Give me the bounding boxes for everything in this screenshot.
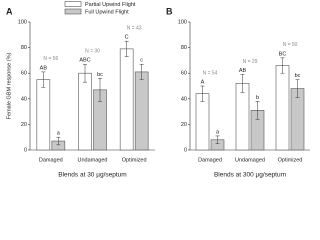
legend-swatch <box>64 1 82 7</box>
significance-letter: ABC <box>79 58 90 64</box>
bar <box>195 93 210 151</box>
y-tick-label: 20 <box>21 122 27 128</box>
x-tick-label: Damaged <box>39 157 63 163</box>
x-tick-label: Undamaged <box>235 157 265 163</box>
figure: Partial Upwind Flight Full Upwind Flight… <box>6 1 310 179</box>
bar <box>78 72 92 151</box>
error-bar <box>124 40 129 57</box>
significance-letter: bc <box>295 73 301 79</box>
y-tick-label: 0 <box>184 147 187 153</box>
x-tick-label: Optimized <box>122 157 147 163</box>
y-tick-label: 20 <box>181 122 187 128</box>
n-label: N = 56 <box>43 56 58 62</box>
y-axis-label: Female GBM response (%) <box>6 53 12 120</box>
bar <box>275 65 290 151</box>
legend-label: Partial Upwind Flight <box>85 2 136 8</box>
n-label: N = 50 <box>283 42 298 48</box>
y-tick-label: 60 <box>21 71 27 77</box>
error-bar <box>280 57 285 74</box>
x-tick-label: Damaged <box>198 157 222 163</box>
panel-title: B <box>166 6 173 16</box>
error-bar <box>83 63 87 83</box>
bar <box>119 48 134 151</box>
panel-title: A <box>6 6 13 16</box>
significance-letter: a <box>57 131 61 137</box>
y-tick-label: 100 <box>178 19 187 25</box>
y-tick-label: 100 <box>18 19 27 25</box>
x-axis-label: Blends at 30 µg/septum <box>58 172 126 179</box>
y-tick-label: 60 <box>181 71 187 77</box>
significance-letter: c <box>140 58 143 64</box>
error-bar <box>56 136 61 146</box>
y-tick-label: 0 <box>24 147 27 153</box>
bar <box>36 79 51 151</box>
significance-letter: C <box>125 35 129 41</box>
significance-letter: AB <box>239 68 247 74</box>
x-axis-label: Blends at 300 µg/septum <box>214 172 286 179</box>
error-bar <box>215 135 220 144</box>
significance-letter: bc <box>97 72 103 78</box>
significance-letter: BC <box>279 51 287 57</box>
bar <box>134 71 149 151</box>
y-tick-label: 80 <box>181 45 187 51</box>
error-bar <box>41 71 46 88</box>
y-tick-label: 80 <box>21 45 27 51</box>
page: Partial Upwind Flight Full Upwind Flight… <box>6 1 310 179</box>
error-bar <box>255 101 260 120</box>
x-tick-label: Optimized <box>278 157 303 163</box>
error-bar <box>139 63 144 80</box>
bar <box>290 88 305 151</box>
x-tick-label: Undamaged <box>78 157 108 163</box>
y-tick-label: 40 <box>21 96 27 102</box>
n-label: N = 29 <box>243 59 258 65</box>
n-label: N = 30 <box>85 49 100 55</box>
error-bar <box>295 79 300 98</box>
significance-letter: A <box>201 79 205 85</box>
significance-letter: b <box>256 95 259 101</box>
n-label: N = 54 <box>203 70 218 76</box>
error-bar <box>240 74 245 93</box>
error-bar <box>98 78 102 102</box>
y-tick-label: 40 <box>181 96 187 102</box>
legend-swatch <box>64 8 82 15</box>
error-bar <box>200 85 205 102</box>
legend-label: Full Upwind Flight <box>85 9 129 15</box>
significance-letter: AB <box>40 65 48 71</box>
n-label: N = 43 <box>127 26 142 32</box>
significance-letter: a <box>216 129 220 135</box>
bar <box>235 83 250 151</box>
